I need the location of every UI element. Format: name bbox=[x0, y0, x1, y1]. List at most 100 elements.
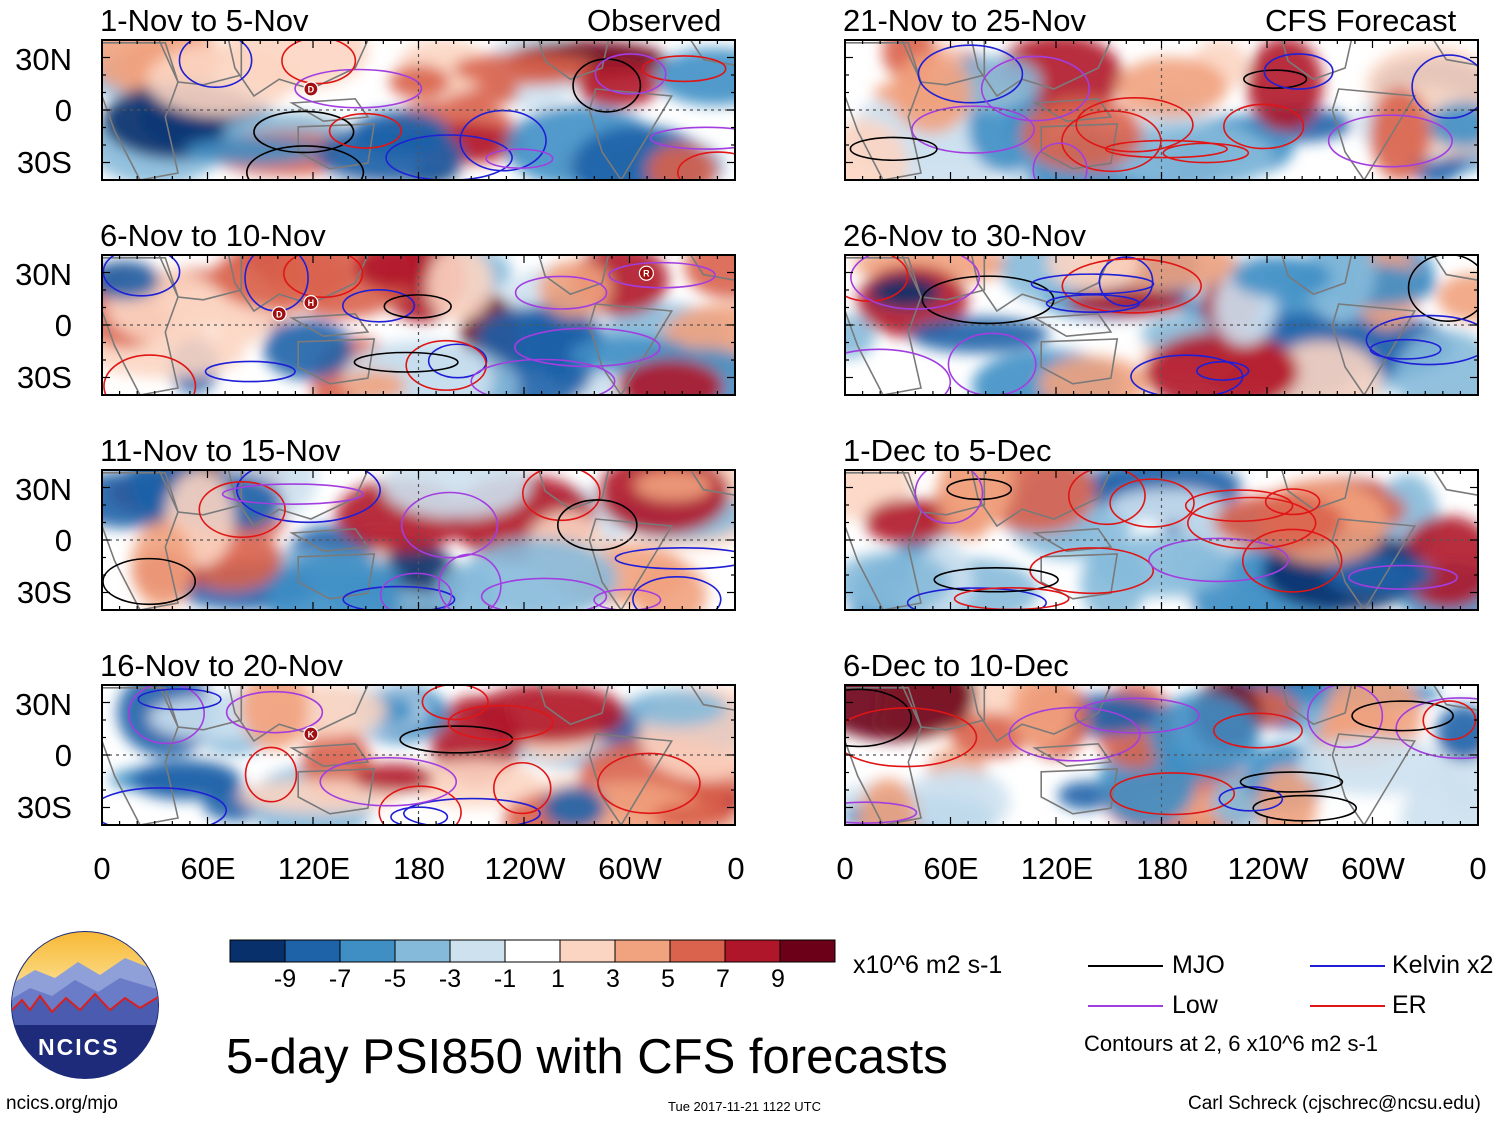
coastline bbox=[1040, 768, 1119, 815]
coastline bbox=[689, 40, 735, 67]
contour-line bbox=[1186, 496, 1317, 550]
coastlines bbox=[102, 40, 735, 180]
anomaly-blob bbox=[634, 470, 713, 502]
contour-line bbox=[1075, 96, 1194, 153]
contour-line bbox=[1148, 537, 1290, 583]
y-tick-0-row2: 0 bbox=[54, 308, 72, 343]
coastline bbox=[1040, 553, 1119, 600]
coastline bbox=[1032, 312, 1113, 338]
anomaly-blob bbox=[354, 763, 434, 793]
coastline bbox=[227, 255, 369, 313]
map-panel: D bbox=[101, 39, 736, 181]
anomaly-blob bbox=[382, 470, 530, 518]
coastline bbox=[102, 42, 179, 180]
coastline bbox=[1331, 303, 1417, 395]
storm-marker: D bbox=[303, 81, 319, 97]
x-tick-right-60e: 60E bbox=[923, 851, 979, 886]
anomaly-blob bbox=[131, 521, 194, 610]
coastline bbox=[1032, 97, 1113, 123]
wave-contours bbox=[906, 470, 1458, 610]
contour-line bbox=[1030, 273, 1155, 295]
storm-marker: D bbox=[271, 306, 287, 322]
legend bbox=[1088, 965, 1385, 1007]
coastline bbox=[158, 255, 243, 301]
anomaly-blob bbox=[407, 759, 542, 807]
storm-letter: K bbox=[308, 730, 315, 740]
anomaly-blob bbox=[130, 759, 241, 801]
x-tick-right-60w: 60W bbox=[1341, 851, 1405, 886]
anomaly-blob bbox=[1011, 685, 1076, 750]
contour-line bbox=[1074, 697, 1200, 734]
footer-credit: Carl Schreck (cjschrec@ncsu.edu) bbox=[1188, 1093, 1481, 1114]
contour-line bbox=[225, 690, 324, 734]
anomaly-blob bbox=[426, 255, 493, 321]
colorbar-swatch bbox=[614, 939, 671, 963]
contour-line bbox=[319, 756, 458, 807]
anomaly-blob bbox=[1246, 40, 1324, 132]
contour-line bbox=[906, 587, 1047, 610]
contours-note: Contours at 2, 6 x10^6 m2 s-1 bbox=[1084, 1031, 1379, 1056]
coastlines bbox=[102, 255, 735, 395]
coastline bbox=[1280, 255, 1353, 296]
x-tick-left-0: 0 bbox=[93, 851, 111, 886]
storm-marker: R bbox=[638, 265, 654, 281]
panel-label-observed: Observed bbox=[587, 3, 722, 38]
contour-line bbox=[137, 688, 222, 711]
x-tick-right-180: 180 bbox=[1136, 851, 1188, 886]
psi850-anomaly-shading bbox=[108, 685, 735, 825]
wave-contours bbox=[845, 685, 1478, 824]
coastline bbox=[588, 88, 674, 180]
contour-line bbox=[353, 351, 459, 373]
coastline bbox=[1040, 338, 1119, 385]
coastline bbox=[537, 255, 610, 296]
map-panel: K bbox=[101, 684, 736, 826]
anomaly-blob bbox=[652, 801, 735, 825]
coastline bbox=[227, 470, 369, 528]
x-tick-left-0-end: 0 bbox=[727, 851, 745, 886]
anomaly-blob bbox=[452, 52, 596, 86]
ncics-logo bbox=[11, 931, 159, 1079]
colorbar-swatch bbox=[724, 939, 781, 963]
contour-line bbox=[283, 255, 364, 298]
coastline bbox=[297, 123, 376, 170]
contour-line bbox=[845, 688, 912, 748]
contour-line bbox=[980, 55, 1091, 122]
anomaly-blob bbox=[1021, 97, 1144, 172]
coastline bbox=[297, 338, 376, 385]
contour-line bbox=[1008, 706, 1141, 762]
anomaly-blob bbox=[845, 551, 951, 610]
contour-line bbox=[390, 806, 449, 825]
contour-line bbox=[911, 105, 1036, 154]
anomaly-blob bbox=[870, 275, 940, 309]
colorbar-swatch bbox=[779, 939, 836, 963]
coastline bbox=[1331, 733, 1417, 825]
anomaly-blob bbox=[1436, 273, 1478, 322]
contour-line bbox=[378, 785, 462, 825]
panel-title-4: 26-Nov to 30-Nov bbox=[843, 218, 1086, 253]
coastline bbox=[845, 687, 922, 825]
footer-timestamp: Tue 2017-11-21 1122 UTC bbox=[668, 1099, 821, 1114]
footer-url[interactable]: ncics.org/mjo bbox=[6, 1093, 118, 1114]
storm-marker: H bbox=[303, 295, 319, 311]
storm-marker: K bbox=[303, 726, 319, 742]
contour-line bbox=[253, 110, 355, 154]
coastline bbox=[1032, 527, 1113, 553]
coastline bbox=[289, 527, 370, 553]
contour-line bbox=[235, 470, 381, 524]
contour-line bbox=[470, 358, 616, 395]
coastline bbox=[1432, 470, 1478, 497]
colorbar-swatch bbox=[339, 939, 396, 963]
anomaly-blob bbox=[1148, 692, 1260, 780]
colorbar-units: x10^6 m2 s-1 bbox=[853, 951, 1003, 979]
colorbar-label: 9 bbox=[771, 965, 785, 993]
coastline bbox=[970, 40, 1112, 98]
contour-line bbox=[1109, 772, 1236, 816]
figure-title: 5-day PSI850 with CFS forecasts bbox=[226, 1030, 948, 1084]
contour-line bbox=[383, 294, 452, 319]
contour-line bbox=[845, 801, 918, 824]
x-tick-right-0: 0 bbox=[836, 851, 854, 886]
panel-title-5: 11-Nov to 15-Nov bbox=[100, 433, 341, 468]
contour-line bbox=[385, 134, 513, 180]
contour-line bbox=[1252, 794, 1358, 822]
